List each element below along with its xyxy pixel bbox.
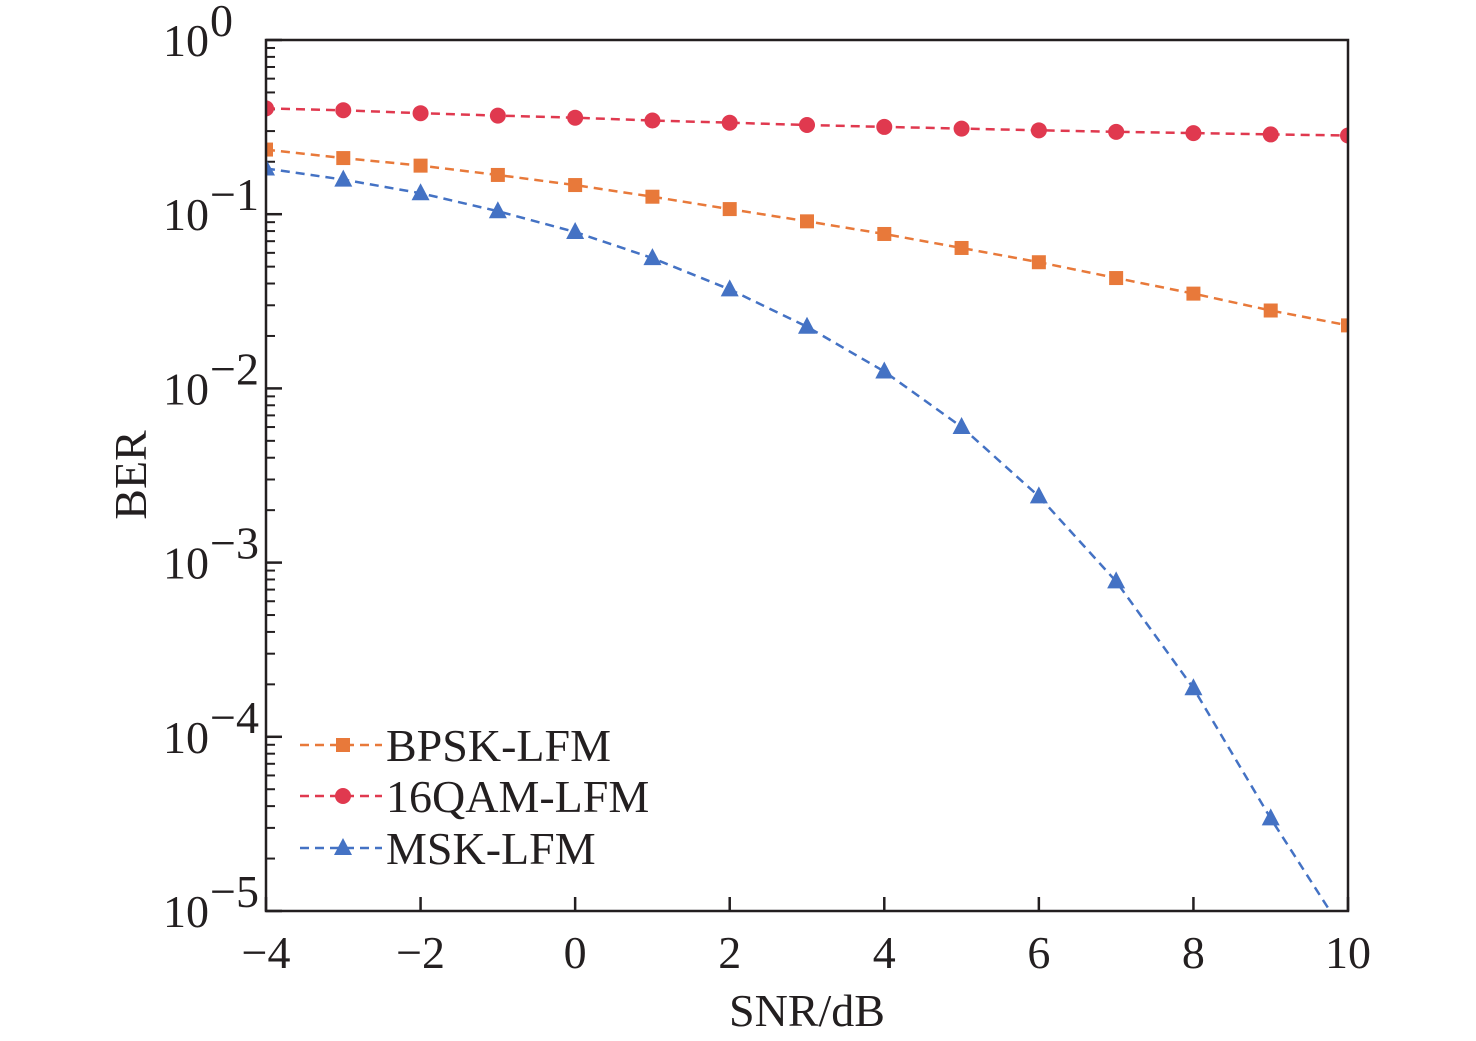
series-msk-lfm (266, 158, 1332, 911)
data-point-bpsk-lfm (1186, 286, 1201, 301)
data-point-msk-lfm (488, 201, 507, 219)
data-point-bpsk-lfm (266, 142, 273, 157)
y-tick-label-base: 10 (163, 15, 209, 66)
data-point-bpsk-lfm (413, 158, 428, 173)
y-tick-label-base: 10 (163, 886, 209, 937)
data-point-bpsk-lfm (800, 214, 814, 229)
x-tick-label: −4 (242, 927, 291, 978)
legend-entry-bpsk-lfm: BPSK-LFM (300, 720, 611, 771)
y-tick-label-exponent: −3 (210, 518, 259, 569)
x-tick-label: −2 (396, 927, 445, 978)
legend-marker (336, 738, 350, 752)
data-point-msk-lfm (1184, 678, 1203, 696)
data-point-bpsk-lfm (645, 189, 660, 204)
x-tick-label: 4 (873, 927, 896, 978)
x-tick-label: 8 (1182, 927, 1205, 978)
legend-entry-16qam-lfm: 16QAM-LFM (300, 771, 649, 822)
y-tick-label: 10 −3 (163, 518, 259, 589)
data-point-16qam-lfm (1108, 123, 1125, 140)
legend-entry-msk-lfm: MSK-LFM (300, 823, 596, 874)
data-point-msk-lfm (643, 248, 662, 266)
data-point-16qam-lfm (266, 100, 274, 117)
data-point-msk-lfm (952, 417, 971, 435)
series-16qam-lfm (266, 100, 1348, 144)
x-tick-label: 2 (718, 927, 741, 978)
x-tick-label: 10 (1325, 927, 1371, 978)
data-point-bpsk-lfm (1109, 271, 1124, 286)
data-point-bpsk-lfm (877, 226, 892, 241)
data-point-bpsk-lfm (1341, 318, 1348, 333)
data-point-16qam-lfm (489, 107, 506, 124)
data-point-bpsk-lfm (568, 178, 583, 193)
data-point-msk-lfm (1107, 571, 1126, 589)
data-point-16qam-lfm (721, 114, 738, 131)
data-point-msk-lfm (266, 158, 275, 176)
x-tick-labels: −4 −2 0 2 4 6 8 10 (242, 927, 1371, 978)
y-tick-label-exponent: −1 (210, 169, 259, 220)
data-point-msk-lfm (334, 169, 353, 187)
series-layer (266, 100, 1348, 911)
y-tick-label-exponent: −4 (210, 692, 259, 743)
data-point-16qam-lfm (1030, 122, 1047, 139)
y-tick-label-exponent: −2 (210, 343, 259, 394)
x-tick-label: 0 (564, 927, 587, 978)
data-point-bpsk-lfm (336, 151, 351, 166)
y-tick-label: 10 0 (163, 0, 233, 66)
legend-label: MSK-LFM (386, 823, 596, 874)
data-point-msk-lfm (566, 222, 585, 240)
data-point-16qam-lfm (1185, 125, 1202, 142)
y-tick-label: 10 −1 (163, 169, 259, 240)
y-tick-label-base: 10 (163, 363, 209, 414)
y-tick-label: 10 −5 (163, 866, 259, 937)
data-point-bpsk-lfm (490, 167, 505, 182)
series-line-bpsk-lfm (266, 148, 1348, 327)
legend-label: BPSK-LFM (386, 720, 611, 771)
y-tick-label: 10 −2 (163, 343, 259, 414)
data-point-16qam-lfm (335, 102, 352, 119)
data-point-bpsk-lfm (954, 240, 969, 255)
y-tick-label-base: 10 (163, 189, 209, 240)
data-point-16qam-lfm (1340, 127, 1348, 144)
series-bpsk-lfm (266, 142, 1348, 333)
data-point-bpsk-lfm (1263, 303, 1278, 318)
data-point-bpsk-lfm (1031, 255, 1046, 270)
data-point-16qam-lfm (876, 118, 893, 135)
data-point-16qam-lfm (644, 112, 661, 129)
data-point-msk-lfm (875, 361, 894, 379)
y-tick-label: 10 −4 (163, 692, 259, 763)
data-point-16qam-lfm (567, 109, 584, 126)
plot-frame (264, 38, 1350, 913)
legend-marker (335, 788, 351, 804)
data-point-msk-lfm (1261, 808, 1280, 826)
legend-marker (334, 838, 352, 855)
data-point-msk-lfm (798, 316, 816, 334)
y-tick-label-exponent: −5 (210, 866, 259, 917)
x-tick-label: 6 (1027, 927, 1050, 978)
data-point-msk-lfm (1029, 486, 1048, 504)
x-axis-title: SNR/dB (729, 985, 885, 1036)
data-point-16qam-lfm (953, 120, 970, 137)
data-point-msk-lfm (411, 183, 430, 201)
data-point-bpsk-lfm (722, 202, 737, 217)
y-tick-label-base: 10 (163, 712, 209, 763)
data-point-16qam-lfm (799, 117, 815, 134)
y-tick-label-exponent: 0 (210, 0, 233, 46)
data-point-16qam-lfm (1262, 126, 1279, 143)
y-axis-title: BER (105, 430, 156, 520)
series-line-msk-lfm (266, 167, 1332, 911)
legend-label: 16QAM-LFM (386, 771, 649, 822)
data-point-msk-lfm (720, 279, 739, 297)
data-point-16qam-lfm (412, 105, 429, 122)
y-minor-ticks (266, 46, 275, 860)
y-tick-label-base: 10 (163, 538, 209, 589)
